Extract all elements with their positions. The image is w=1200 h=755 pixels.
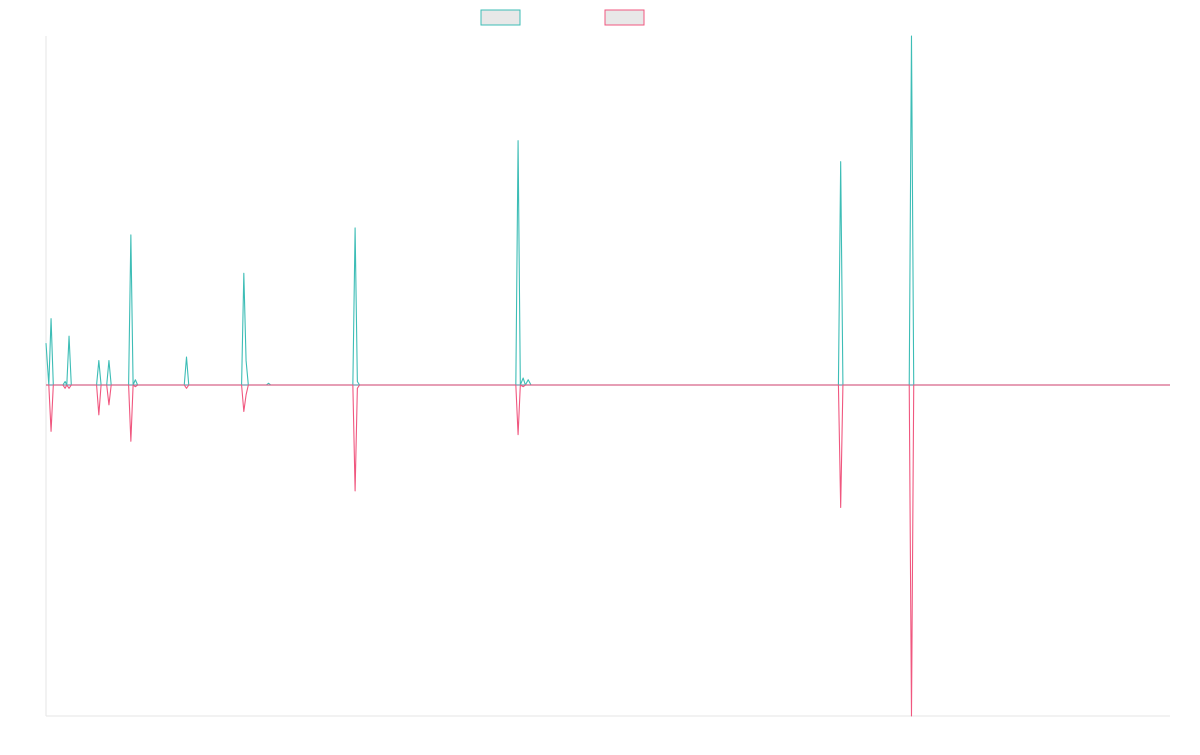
axes xyxy=(45,36,1170,717)
series-line-1 xyxy=(45,35,1170,386)
series-line-2 xyxy=(46,384,1170,717)
legend-swatch-2[interactable] xyxy=(604,9,645,26)
legend-swatch-1[interactable] xyxy=(480,9,521,26)
series-layer xyxy=(45,35,1170,717)
legend xyxy=(480,9,645,26)
